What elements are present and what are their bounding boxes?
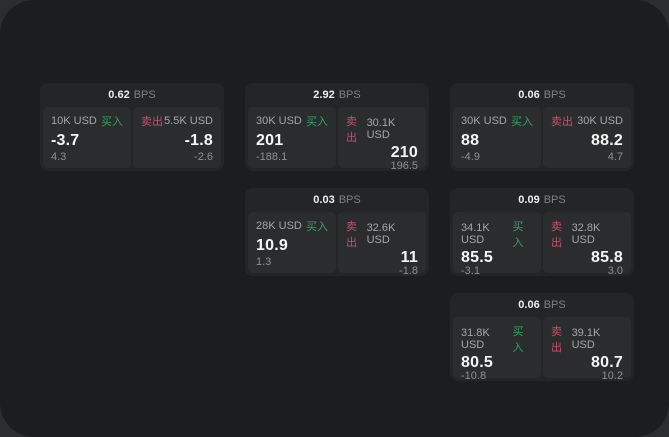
- buy-tag: 买入: [512, 326, 524, 354]
- quote-card: 0.06 BPS 30K USD 买入 88 -4.9 卖出 30K USD 8…: [450, 83, 634, 171]
- quote-card: 0.62 BPS 10K USD 买入 -3.7 4.3 卖出 5.5K USD…: [40, 83, 224, 171]
- buy-pane[interactable]: 34.1K USD 买入 85.5 -3.1: [453, 212, 541, 277]
- sell-pane[interactable]: 卖出 5.5K USD -1.8 -2.6: [133, 107, 221, 168]
- sell-size: 5.5K USD: [164, 115, 213, 127]
- bps-value: 0.62: [108, 89, 130, 101]
- quote-card-body: 10K USD 买入 -3.7 4.3 卖出 5.5K USD -1.8 -2.…: [40, 107, 224, 168]
- sell-sub-value: 10.2: [601, 370, 623, 382]
- bps-value: 0.06: [518, 89, 540, 101]
- buy-tag: 买入: [512, 221, 524, 249]
- bps-unit-label: BPS: [338, 89, 361, 101]
- sell-size: 32.6K USD: [366, 222, 396, 246]
- buy-pane[interactable]: 30K USD 买入 201 -188.1: [248, 107, 336, 168]
- buy-size: 30K USD: [461, 115, 507, 127]
- buy-value: -3.7: [51, 131, 80, 149]
- buy-pane[interactable]: 10K USD 买入 -3.7 4.3: [43, 107, 131, 168]
- quote-card-body: 31.8K USD 买入 80.5 -10.8 卖出 39.1K USD 80.…: [450, 317, 634, 382]
- sell-value: 85.8: [591, 249, 623, 266]
- sell-sub-value: 3.0: [607, 265, 623, 277]
- buy-value: 88: [461, 131, 480, 149]
- sell-tag: 卖出: [141, 116, 163, 128]
- quote-card-body: 34.1K USD 买入 85.5 -3.1 卖出 32.8K USD 85.8…: [450, 212, 634, 277]
- bps-header: 0.62 BPS: [40, 83, 224, 107]
- buy-pane[interactable]: 28K USD 买入 10.9 1.3: [248, 212, 336, 273]
- sell-sub-value: 4.7: [607, 151, 623, 163]
- sell-pane[interactable]: 卖出 30K USD 88.2 4.7: [543, 107, 631, 168]
- bps-value: 2.92: [313, 89, 335, 101]
- sell-value: -1.8: [184, 131, 213, 149]
- buy-tag: 买入: [101, 116, 123, 128]
- sell-tag: 卖出: [551, 116, 573, 128]
- sell-tag: 卖出: [551, 326, 562, 354]
- sell-size: 30.1K USD: [366, 117, 396, 141]
- buy-size: 28K USD: [256, 220, 302, 232]
- buy-sub-value: -10.8: [461, 370, 487, 382]
- sell-tag: 卖出: [346, 116, 357, 144]
- bps-unit-label: BPS: [133, 89, 156, 101]
- bps-header: 0.09 BPS: [450, 188, 634, 212]
- buy-pane[interactable]: 30K USD 买入 88 -4.9: [453, 107, 541, 168]
- sell-pane[interactable]: 卖出 32.8K USD 85.8 3.0: [543, 212, 631, 277]
- buy-tag: 买入: [306, 116, 328, 128]
- sell-size: 39.1K USD: [571, 327, 601, 351]
- sell-pane[interactable]: 卖出 39.1K USD 80.7 10.2: [543, 317, 631, 382]
- bps-header: 0.06 BPS: [450, 83, 634, 107]
- sell-tag: 卖出: [346, 221, 357, 249]
- bps-unit-label: BPS: [543, 89, 566, 101]
- quote-card: 0.06 BPS 31.8K USD 买入 80.5 -10.8 卖出 39.1…: [450, 293, 634, 382]
- buy-sub-value: -188.1: [256, 151, 288, 163]
- bps-header: 2.92 BPS: [245, 83, 429, 107]
- buy-sub-value: 4.3: [51, 151, 67, 163]
- buy-size: 34.1K USD: [461, 222, 490, 246]
- bps-unit-label: BPS: [543, 194, 566, 206]
- buy-sub-value: 1.3: [256, 256, 272, 268]
- quote-card-body: 28K USD 买入 10.9 1.3 卖出 32.6K USD 11 -1.8: [245, 212, 429, 277]
- buy-sub-value: -3.1: [461, 265, 480, 277]
- sell-sub-value: -2.6: [194, 151, 213, 163]
- quote-card: 0.03 BPS 28K USD 买入 10.9 1.3 卖出 32.6K US…: [245, 188, 429, 277]
- bps-unit-label: BPS: [338, 194, 361, 206]
- quote-card: 0.09 BPS 34.1K USD 买入 85.5 -3.1 卖出 32.8K…: [450, 188, 634, 277]
- bps-value: 0.09: [518, 194, 540, 206]
- quote-card-body: 30K USD 买入 88 -4.9 卖出 30K USD 88.2 4.7: [450, 107, 634, 168]
- sell-value: 80.7: [591, 354, 623, 371]
- buy-pane[interactable]: 31.8K USD 买入 80.5 -10.8: [453, 317, 541, 382]
- quote-card: 2.92 BPS 30K USD 买入 201 -188.1 卖出 30.1K …: [245, 83, 429, 172]
- sell-size: 32.8K USD: [571, 222, 601, 246]
- sell-size: 30K USD: [577, 115, 623, 127]
- bps-header: 0.06 BPS: [450, 293, 634, 317]
- buy-size: 10K USD: [51, 115, 97, 127]
- sell-value: 210: [390, 144, 418, 161]
- bps-unit-label: BPS: [543, 299, 566, 311]
- bps-value: 0.03: [313, 194, 335, 206]
- sell-value: 88.2: [591, 131, 623, 149]
- buy-value: 80.5: [461, 354, 493, 371]
- buy-value: 10.9: [256, 236, 288, 254]
- buy-tag: 买入: [511, 116, 533, 128]
- sell-value: 11: [400, 249, 418, 266]
- sell-sub-value: -1.8: [399, 265, 418, 277]
- bps-value: 0.06: [518, 299, 540, 311]
- buy-size: 31.8K USD: [461, 327, 490, 351]
- buy-tag: 买入: [306, 221, 328, 233]
- sell-pane[interactable]: 卖出 32.6K USD 11 -1.8: [338, 212, 426, 277]
- sell-tag: 卖出: [551, 221, 562, 249]
- buy-size: 30K USD: [256, 115, 302, 127]
- sell-pane[interactable]: 卖出 30.1K USD 210 196.5: [338, 107, 426, 172]
- buy-value: 85.5: [461, 249, 493, 266]
- bps-header: 0.03 BPS: [245, 188, 429, 212]
- buy-sub-value: -4.9: [461, 151, 480, 163]
- quote-card-body: 30K USD 买入 201 -188.1 卖出 30.1K USD 210 1…: [245, 107, 429, 172]
- sell-sub-value: 196.5: [390, 160, 418, 172]
- buy-value: 201: [256, 131, 284, 149]
